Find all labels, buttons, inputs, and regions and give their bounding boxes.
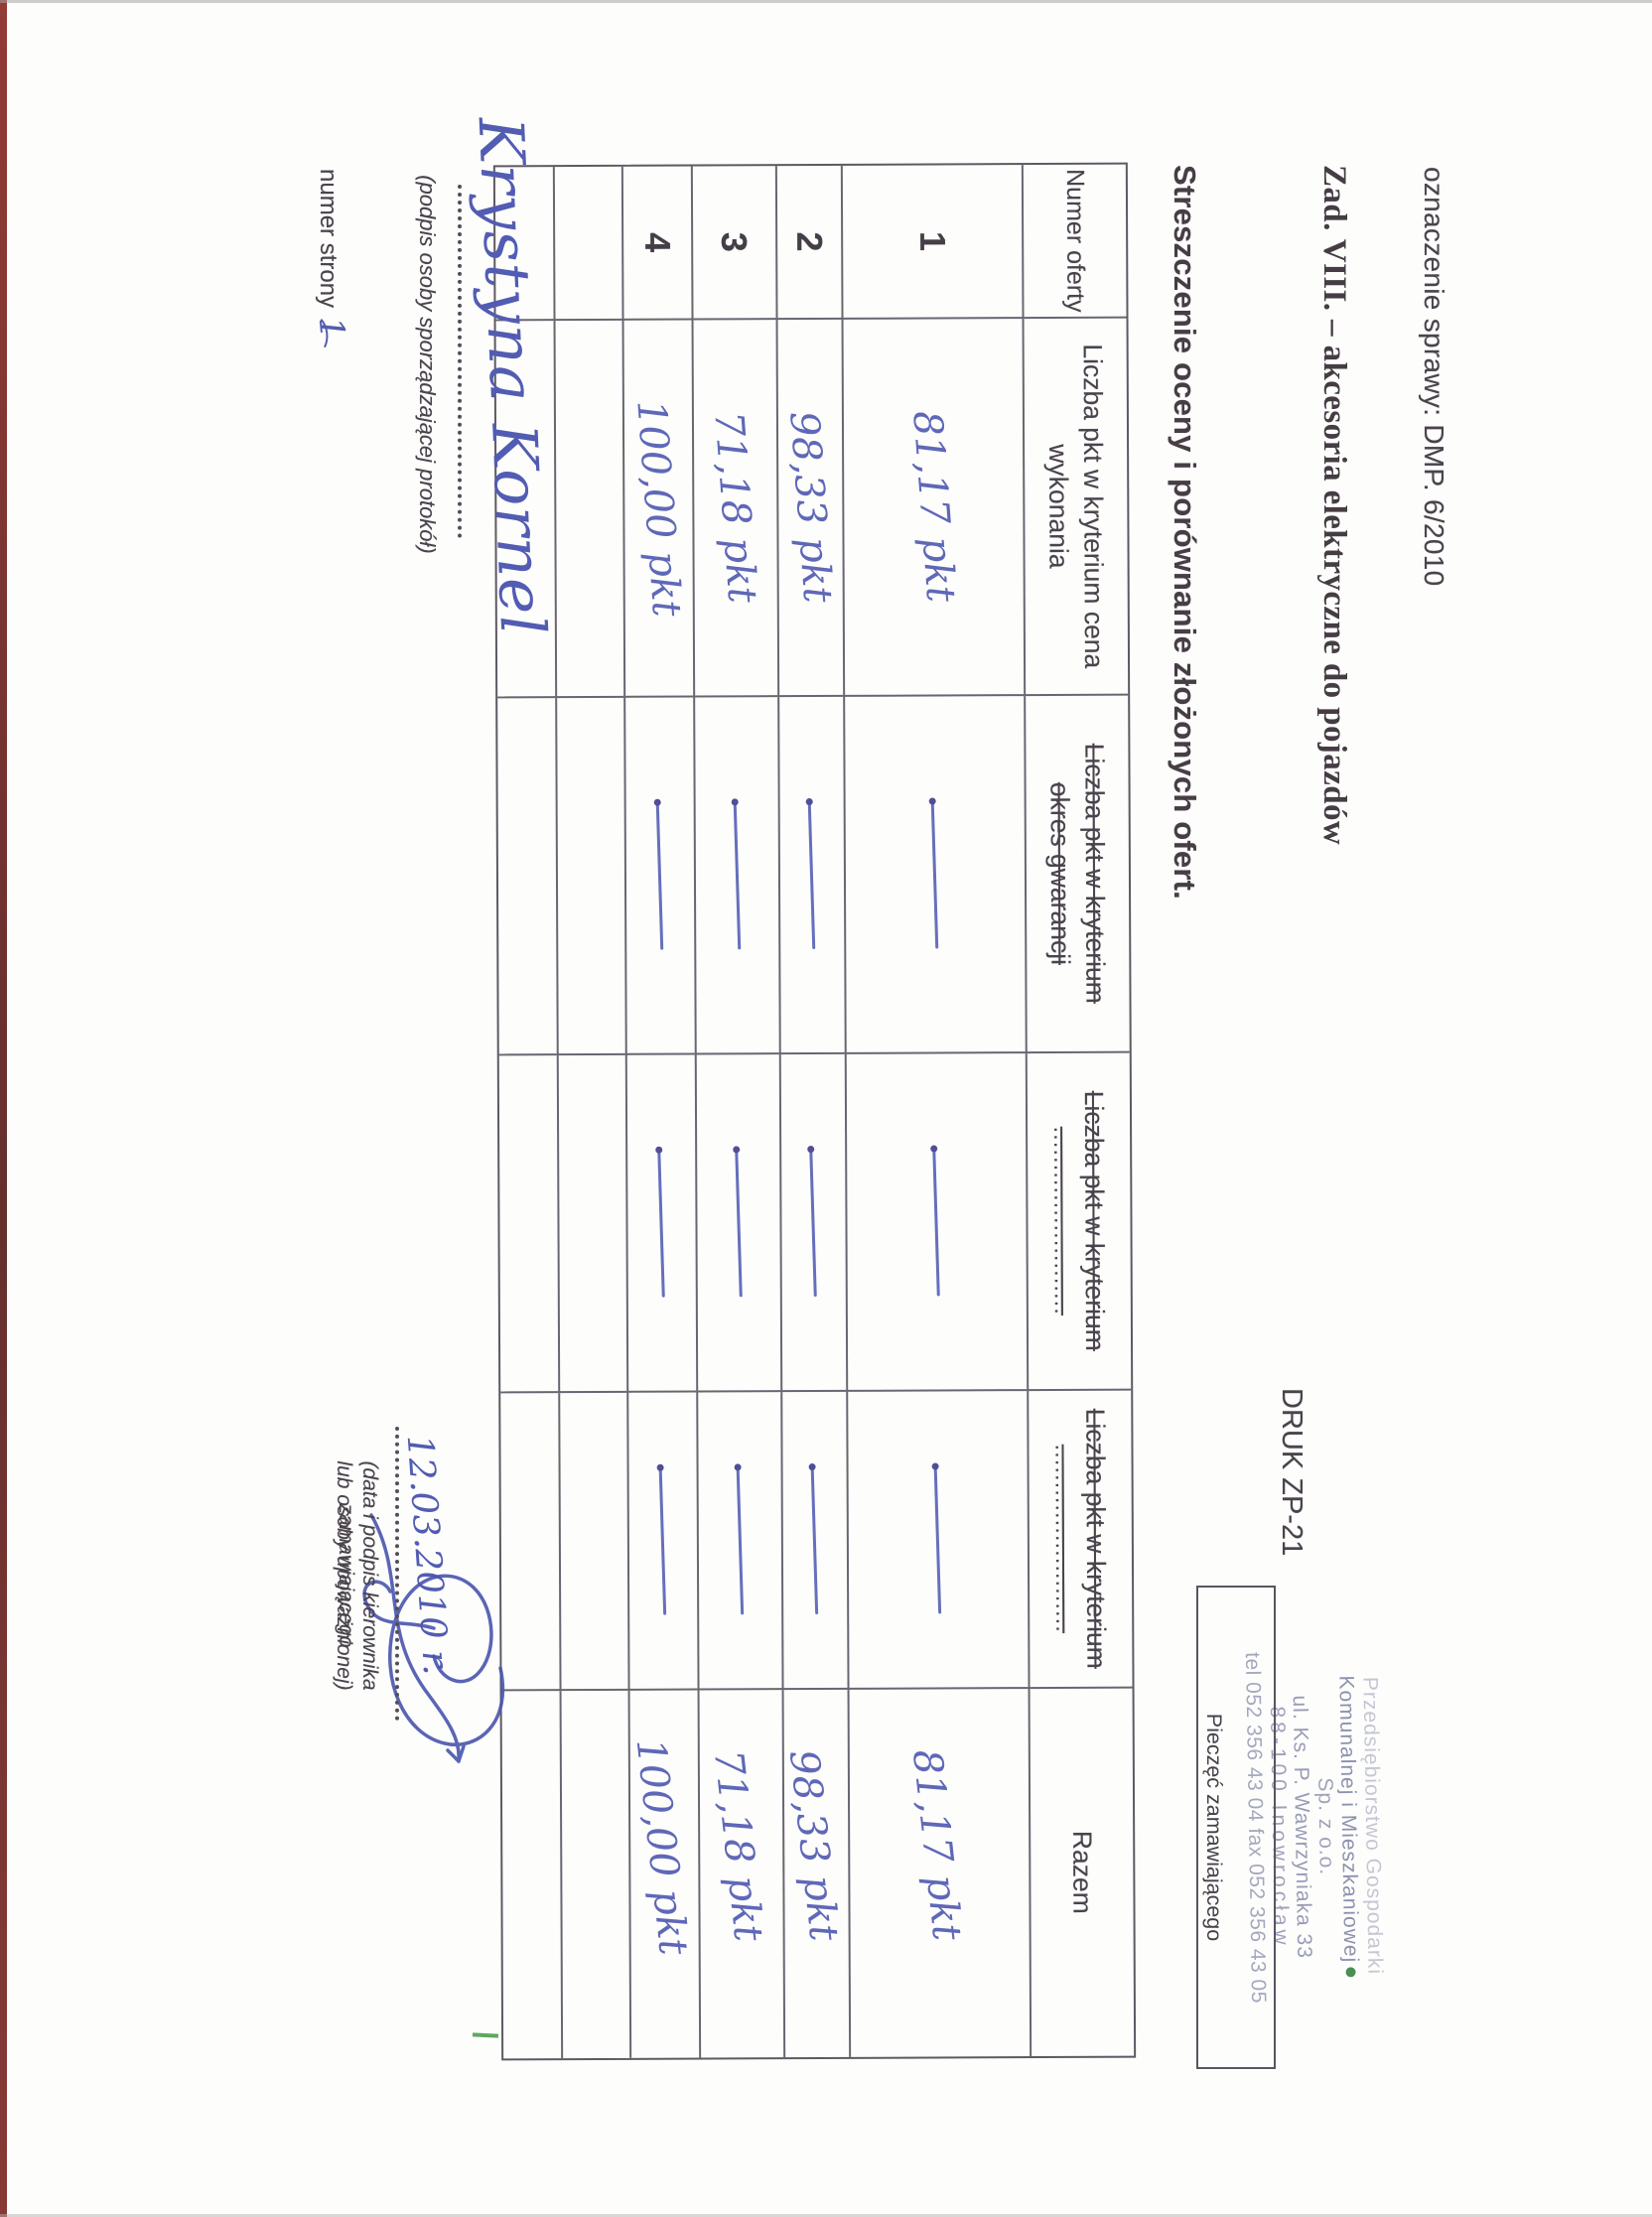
cell-dash — [843, 696, 1026, 1054]
preparer-signature-caption: (podpis osoby sporządzającej protokół) — [415, 175, 440, 554]
handwritten-dash — [656, 800, 664, 950]
header-cell-kryterium-blank-2: Liczba pkt w kryterium..................… — [1027, 1390, 1133, 1690]
handwritten-dash — [659, 1465, 667, 1615]
page-number-handwritten-value: 1 — [311, 316, 351, 348]
cell-dash — [693, 697, 779, 1055]
handwritten-dash — [735, 1148, 743, 1298]
empty-cell — [559, 1690, 630, 2059]
cell-dash — [696, 1392, 782, 1691]
cell-cena-value: 98,33 pkt — [775, 319, 844, 698]
handwritten-points-value: 81,17 pkt — [902, 1747, 970, 1944]
cell-dash — [624, 1054, 697, 1393]
cell-dash — [694, 1054, 781, 1393]
empty-cell — [556, 1054, 627, 1394]
task-title: Zad. VIII. – akcesoria elektryczne do po… — [1316, 165, 1352, 846]
handwritten-dash — [931, 799, 939, 949]
green-scan-artifact — [472, 2032, 499, 2038]
header-cell-numer-oferty: Numer oferty — [1021, 164, 1127, 320]
handwritten-dash — [657, 1148, 666, 1298]
empty-cell — [553, 320, 624, 699]
handwritten-points-value: 98,33 pkt — [780, 409, 841, 606]
page-title: Streszczenie oceny i porównanie złożonyc… — [1168, 165, 1202, 900]
scanner-edge-artifact-top — [0, 0, 1652, 3]
green-dot-mark — [1345, 1967, 1356, 1978]
signature-dotted-line-left — [458, 185, 462, 538]
empty-cell — [552, 166, 622, 322]
manager-signature-caption-line2: lub osoby upoważnionej) — [333, 1460, 355, 1691]
form-code-label: DRUK ZP-21 — [1276, 1388, 1308, 1557]
cell-offer-number: 4 — [620, 166, 692, 321]
cell-razem-value: 71,18 pkt — [697, 1690, 784, 2058]
offers-comparison-table: Numer oferty Liczba pkt w kryterium cena… — [492, 162, 1137, 2061]
case-reference-label: oznaczenie sprawy: DMP. 6/2010 — [1419, 167, 1449, 587]
handwritten-points-value: 100,00 pkt — [627, 397, 690, 619]
empty-cell — [555, 697, 625, 1056]
header-cell-razem: Razem — [1028, 1688, 1135, 2057]
header-cell-kryterium-blank-1: Liczba pkt w kryterium..................… — [1025, 1052, 1132, 1392]
scanner-edge-artifact-bottom — [0, 2214, 1652, 2217]
cell-dash — [777, 696, 845, 1055]
page-number: numer strony 1 — [311, 169, 351, 348]
signature-dotted-line-right — [395, 1427, 399, 1721]
handwritten-points-value: 71,18 pkt — [705, 410, 765, 606]
handwritten-points-value: 100,00 pkt — [626, 1735, 697, 1957]
manager-signature-scribble — [362, 1513, 505, 1763]
cell-dash — [844, 1053, 1028, 1392]
cell-cena-value: 100,00 pkt — [621, 320, 694, 698]
cell-razem-value: 81,17 pkt — [847, 1689, 1031, 2057]
handwritten-dash — [932, 1147, 941, 1297]
cell-cena-value: 81,17 pkt — [841, 319, 1025, 697]
empty-cell — [558, 1392, 628, 1692]
empty-cell — [498, 1055, 559, 1394]
handwritten-dash — [811, 1464, 819, 1615]
cell-offer-number: 3 — [690, 166, 776, 321]
handwritten-dash — [809, 1147, 818, 1298]
handwritten-dash — [736, 1465, 745, 1615]
stamp-box-label: Pieczęć zamawiającego — [1202, 1713, 1226, 1942]
cell-dash — [623, 697, 695, 1055]
cell-dash — [780, 1391, 848, 1691]
cell-cena-value: 71,18 pkt — [691, 320, 778, 698]
handwritten-dash — [808, 799, 816, 950]
cell-dash — [778, 1053, 847, 1393]
stamp-placeholder-box: Pieczęć zamawiającego — [1196, 1586, 1276, 2069]
cell-dash — [846, 1391, 1029, 1690]
page-number-label: numer strony — [315, 169, 342, 309]
handwritten-dash — [733, 800, 742, 950]
handwritten-dash — [934, 1464, 942, 1614]
pen-swash — [320, 319, 329, 348]
handwritten-points-value: 98,33 pkt — [779, 1747, 847, 1944]
header-cell-okres-gwarancji-struck: Liczba pkt w kryterium okres gwarancji — [1024, 695, 1130, 1054]
scanner-edge-artifact-left — [0, 0, 7, 2217]
cell-razem-value: 98,33 pkt — [779, 1689, 850, 2058]
handwritten-points-value: 71,18 pkt — [705, 1747, 772, 1945]
header-cell-cena-wykonania: Liczba pkt w kryterium cena wykonania — [1022, 318, 1129, 697]
cell-dash — [626, 1392, 698, 1691]
cell-razem-value: 100,00 pkt — [626, 1690, 700, 2058]
cell-offer-number: 2 — [774, 165, 842, 321]
empty-cell — [497, 698, 557, 1056]
handwritten-points-value: 81,17 pkt — [903, 409, 964, 605]
cell-offer-number: 1 — [840, 165, 1023, 320]
